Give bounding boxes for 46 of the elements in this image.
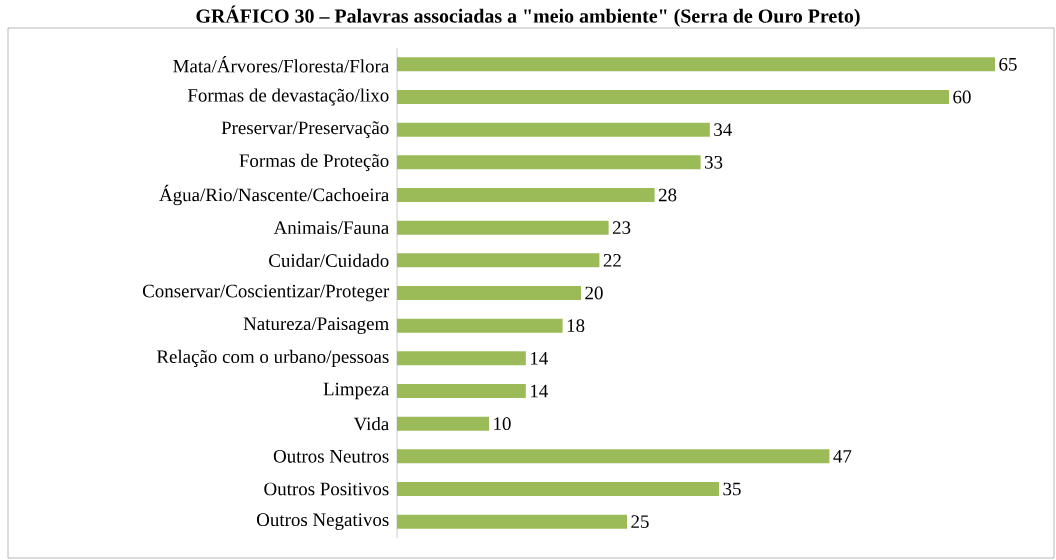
data-label: 65 [999,57,1017,71]
bar [397,220,609,235]
y-tick-label: Mata/Árvores/Floresta/Flora [173,56,389,73]
bar [397,57,996,72]
y-tick-label: Conservar/Coscientizar/Proteger [142,284,390,302]
y-tick-label: Cuidar/Cuidado [269,253,389,267]
y-tick-label: Outros Neutros [273,449,389,463]
y-tick-label: Outros Negativos [257,513,389,530]
bar [397,89,950,104]
data-label: 33 [705,155,723,169]
data-label: 10 [494,417,511,431]
data-label: 28 [658,188,677,202]
bar [397,155,701,170]
bar [397,253,600,268]
data-label: 20 [585,286,603,300]
y-tick-label: Outros Positivos [264,482,389,496]
data-label: 60 [953,90,971,104]
y-tick-label: Formas de Proteção [239,153,389,171]
data-label: 18 [567,319,585,333]
data-label: 22 [603,254,621,267]
data-label: 47 [833,450,852,463]
y-tick-label: Limpeza [323,382,389,400]
bar [397,514,628,529]
data-label: 23 [612,221,631,235]
bar [397,187,655,202]
bar [397,285,582,300]
data-label: 34 [714,123,732,137]
chart-title: GRÁFICO 30 – Palavras associadas a "meio ambiente" (Serra de Ouro Preto) [196,5,860,27]
data-label: 25 [631,515,649,529]
data-label: 14 [530,384,548,398]
bar [397,318,563,333]
data-label: 35 [723,482,741,496]
bar [397,351,526,366]
bar [397,122,710,137]
y-tick-label: Água/Rio/Nascente/Cachoeira [159,184,389,206]
y-tick-label: Preservar/Preservação [221,121,389,139]
bar [397,481,720,496]
bar [397,383,526,398]
bar [397,416,490,431]
y-tick-label: Formas de devastação/lixo [187,88,389,106]
y-tick-label: Natureza/Paisagem [243,317,389,334]
data-label: 14 [530,352,548,365]
y-tick-label: Relação com o urbano/pessoas [156,349,389,367]
y-tick-label: Animais/Fauna [273,221,389,235]
y-tick-label: Vida [353,416,389,431]
bar [397,449,830,464]
